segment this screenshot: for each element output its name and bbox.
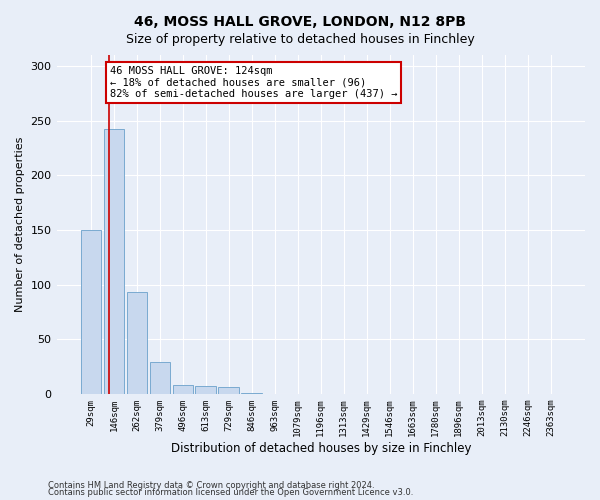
Bar xyxy=(173,385,193,394)
Y-axis label: Number of detached properties: Number of detached properties xyxy=(15,137,25,312)
Text: 46 MOSS HALL GROVE: 124sqm
← 18% of detached houses are smaller (96)
82% of semi: 46 MOSS HALL GROVE: 124sqm ← 18% of deta… xyxy=(110,66,397,99)
Bar xyxy=(241,393,262,394)
Text: 46, MOSS HALL GROVE, LONDON, N12 8PB: 46, MOSS HALL GROVE, LONDON, N12 8PB xyxy=(134,15,466,29)
Bar xyxy=(149,362,170,394)
Bar xyxy=(218,388,239,394)
Text: Size of property relative to detached houses in Finchley: Size of property relative to detached ho… xyxy=(125,32,475,46)
X-axis label: Distribution of detached houses by size in Finchley: Distribution of detached houses by size … xyxy=(170,442,471,455)
Bar xyxy=(196,386,216,394)
Text: Contains HM Land Registry data © Crown copyright and database right 2024.: Contains HM Land Registry data © Crown c… xyxy=(48,480,374,490)
Text: Contains public sector information licensed under the Open Government Licence v3: Contains public sector information licen… xyxy=(48,488,413,497)
Bar xyxy=(104,130,124,394)
Bar xyxy=(80,230,101,394)
Bar xyxy=(127,292,147,394)
